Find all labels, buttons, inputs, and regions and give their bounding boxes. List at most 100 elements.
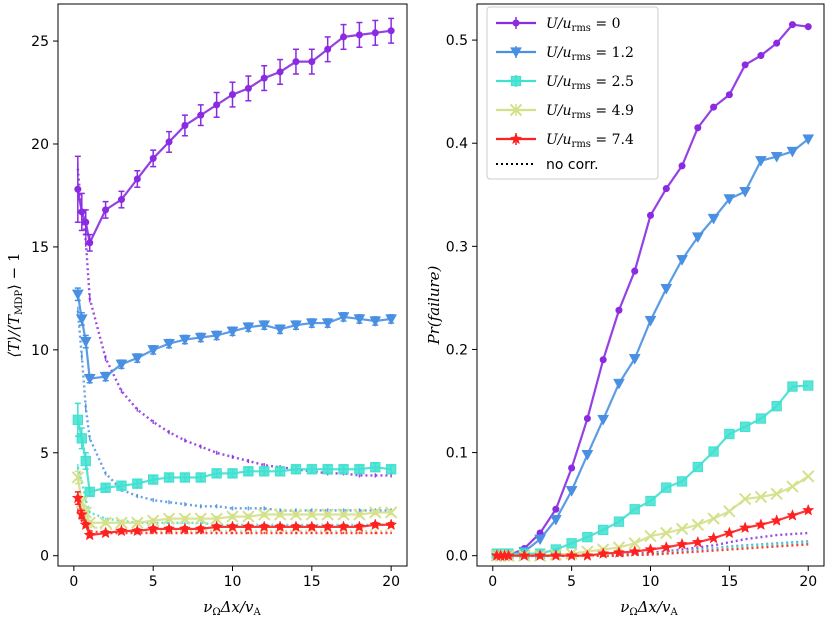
right-data-point [645, 495, 656, 507]
left-data-point [132, 478, 143, 489]
right-data-point [661, 482, 672, 493]
left-data-point [308, 58, 316, 66]
legend-label: U/urms = 1.2 [546, 45, 634, 63]
right-data-point [628, 537, 641, 550]
right-data-point [552, 505, 560, 513]
left-nocorr-line-0 [76, 168, 392, 477]
legend-marker [512, 19, 520, 27]
left-data-point [353, 508, 366, 521]
left-data-point [146, 514, 160, 527]
right-data-point [599, 356, 607, 364]
left-y-tick-label: 25 [31, 34, 49, 50]
left-x-tick-label: 5 [149, 574, 158, 590]
right-data-point [788, 21, 796, 29]
left-data-point [75, 508, 88, 520]
left-data-point [147, 345, 160, 356]
left-data-point [211, 468, 222, 479]
right-data-point [738, 521, 752, 534]
left-data-point [74, 185, 82, 193]
right-data-point [773, 39, 781, 47]
right-data-point [707, 531, 720, 544]
right-data-point [691, 232, 704, 244]
left-data-point [115, 524, 128, 537]
left-data-point [292, 58, 300, 66]
left-data-point [305, 508, 319, 521]
right-data-point [802, 134, 815, 146]
left-data-point [289, 508, 303, 521]
right-x-tick-label: 5 [567, 574, 576, 590]
right-data-point [660, 283, 673, 295]
left-data-point [102, 206, 110, 214]
right-data-point [738, 492, 752, 506]
right-data-point [549, 549, 563, 561]
left-data-point [337, 312, 350, 323]
left-data-point [116, 480, 127, 491]
right-y-tick-label: 0.5 [446, 33, 468, 49]
right-data-point [754, 518, 768, 530]
right-data-point [710, 103, 718, 111]
left-data-point [243, 466, 254, 477]
left-data-point [290, 320, 302, 332]
right-y-tick-label: 0.2 [446, 342, 468, 358]
right-plot-area [490, 21, 815, 562]
left-data-point [83, 528, 96, 541]
left-data-point [133, 175, 141, 183]
left-data-point [371, 29, 379, 37]
legend-entry-0: U/urms = 0 [496, 16, 621, 34]
left-data-point [305, 520, 318, 533]
left-series-line-0 [76, 29, 392, 247]
legend-label: U/urms = 7.4 [546, 132, 634, 150]
left-data-point [197, 111, 205, 119]
left-data-point [369, 506, 382, 519]
right-x-tick-label: 20 [799, 574, 817, 590]
right-x-tick-label: 0 [488, 574, 497, 590]
legend-box [486, 6, 659, 180]
legend-entry-3: U/urms = 4.9 [496, 103, 634, 121]
left-data-point [226, 326, 239, 338]
right-data-point [549, 514, 562, 526]
left-series-4 [71, 491, 398, 541]
left-data-point [370, 462, 381, 473]
legend-nocorr-label: no corr. [546, 157, 599, 173]
right-y-axis-label: Pr(failure) [425, 265, 443, 345]
left-data-point [354, 464, 365, 475]
right-data-point [644, 315, 657, 327]
right-data-point [628, 354, 641, 365]
left-data-point [228, 91, 237, 99]
legend-entry-4: U/urms = 7.4 [496, 132, 634, 150]
left-data-point [353, 314, 366, 325]
left-data-point [321, 318, 334, 330]
right-data-point [615, 306, 623, 314]
left-y-tick-label: 5 [40, 446, 49, 462]
left-data-point [337, 520, 350, 533]
right-panel: 0 5 10 15 20 0.0 0.1 0.2 0.3 0.4 0.5 [446, 3, 825, 590]
left-data-point [227, 468, 238, 479]
right-data-point [691, 518, 705, 531]
right-data-point [597, 547, 610, 559]
left-data-point [195, 472, 206, 483]
right-data-point [676, 476, 688, 487]
left-nocorr-line-1 [76, 310, 392, 512]
left-y-tick-label: 15 [31, 240, 49, 256]
right-data-point [534, 534, 547, 546]
left-data-point [131, 516, 144, 529]
left-data-point [273, 508, 287, 521]
left-series-3 [71, 470, 398, 529]
left-data-point [274, 466, 286, 477]
right-data-point [613, 516, 625, 527]
left-data-point [322, 464, 333, 475]
right-data-point [754, 156, 767, 167]
legend-entry-1: U/urms = 1.2 [496, 45, 634, 63]
left-data-point [387, 27, 395, 35]
right-data-point [691, 535, 704, 548]
left-series-2 [72, 402, 397, 498]
right-data-point [786, 509, 799, 521]
right-data-point [644, 543, 657, 555]
right-data-point [708, 446, 719, 457]
right-data-point [786, 480, 799, 493]
left-data-point [71, 289, 84, 301]
legend-label: U/urms = 0 [546, 16, 621, 34]
right-data-point [582, 531, 593, 543]
left-data-point [179, 472, 191, 483]
left-data-point [178, 512, 192, 525]
